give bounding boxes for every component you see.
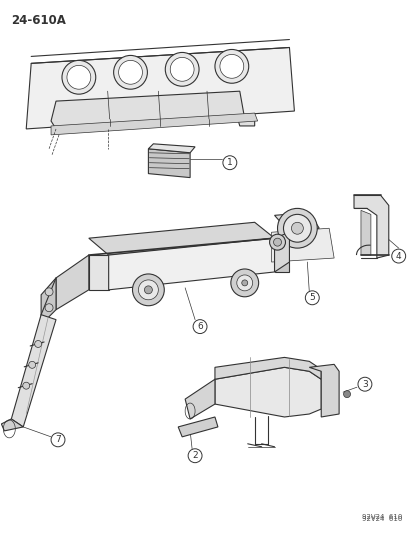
Circle shape — [138, 280, 158, 300]
Text: 4: 4 — [395, 252, 401, 261]
Circle shape — [67, 66, 90, 89]
Polygon shape — [214, 367, 320, 417]
Circle shape — [241, 280, 247, 286]
Text: 2: 2 — [192, 451, 197, 460]
Circle shape — [23, 382, 30, 389]
Circle shape — [283, 214, 311, 242]
Circle shape — [165, 52, 199, 86]
Circle shape — [343, 391, 350, 398]
Circle shape — [132, 274, 164, 306]
Polygon shape — [274, 232, 289, 272]
Polygon shape — [271, 228, 333, 262]
Circle shape — [236, 275, 252, 291]
Text: 6: 6 — [197, 322, 202, 331]
Circle shape — [357, 377, 371, 391]
Circle shape — [269, 234, 285, 250]
Text: 5: 5 — [309, 293, 314, 302]
Circle shape — [51, 433, 65, 447]
Text: 92V24  610: 92V24 610 — [361, 516, 402, 522]
Polygon shape — [353, 196, 388, 258]
Polygon shape — [274, 212, 318, 232]
Circle shape — [219, 54, 243, 78]
Polygon shape — [360, 211, 370, 255]
Text: 24-610A: 24-610A — [11, 14, 66, 27]
Polygon shape — [51, 91, 254, 129]
Circle shape — [291, 222, 303, 234]
Polygon shape — [1, 419, 23, 431]
Circle shape — [277, 208, 316, 248]
Circle shape — [45, 288, 53, 296]
Circle shape — [192, 320, 206, 334]
Circle shape — [170, 58, 194, 81]
Polygon shape — [11, 314, 56, 427]
Polygon shape — [185, 379, 214, 419]
Circle shape — [188, 449, 202, 463]
Polygon shape — [274, 238, 289, 272]
Circle shape — [214, 50, 248, 83]
Polygon shape — [88, 255, 108, 290]
Circle shape — [113, 55, 147, 89]
Circle shape — [305, 291, 318, 305]
Polygon shape — [26, 47, 294, 129]
Text: 7: 7 — [55, 435, 61, 445]
Polygon shape — [88, 222, 274, 255]
Polygon shape — [148, 149, 190, 177]
Circle shape — [45, 304, 53, 312]
Circle shape — [222, 156, 236, 169]
Text: 92V24  610: 92V24 610 — [361, 514, 402, 520]
Circle shape — [28, 361, 36, 368]
Text: 3: 3 — [361, 379, 367, 389]
Text: 1: 1 — [226, 158, 232, 167]
Circle shape — [35, 341, 42, 348]
Polygon shape — [41, 278, 56, 325]
Circle shape — [144, 286, 152, 294]
Polygon shape — [214, 358, 320, 379]
Polygon shape — [148, 144, 195, 153]
Polygon shape — [51, 113, 257, 135]
Circle shape — [230, 269, 258, 297]
Circle shape — [273, 238, 281, 246]
Circle shape — [62, 60, 95, 94]
Polygon shape — [178, 417, 217, 437]
Circle shape — [391, 249, 405, 263]
Polygon shape — [108, 238, 274, 290]
Circle shape — [118, 60, 142, 84]
Polygon shape — [309, 365, 338, 417]
Polygon shape — [56, 255, 88, 310]
